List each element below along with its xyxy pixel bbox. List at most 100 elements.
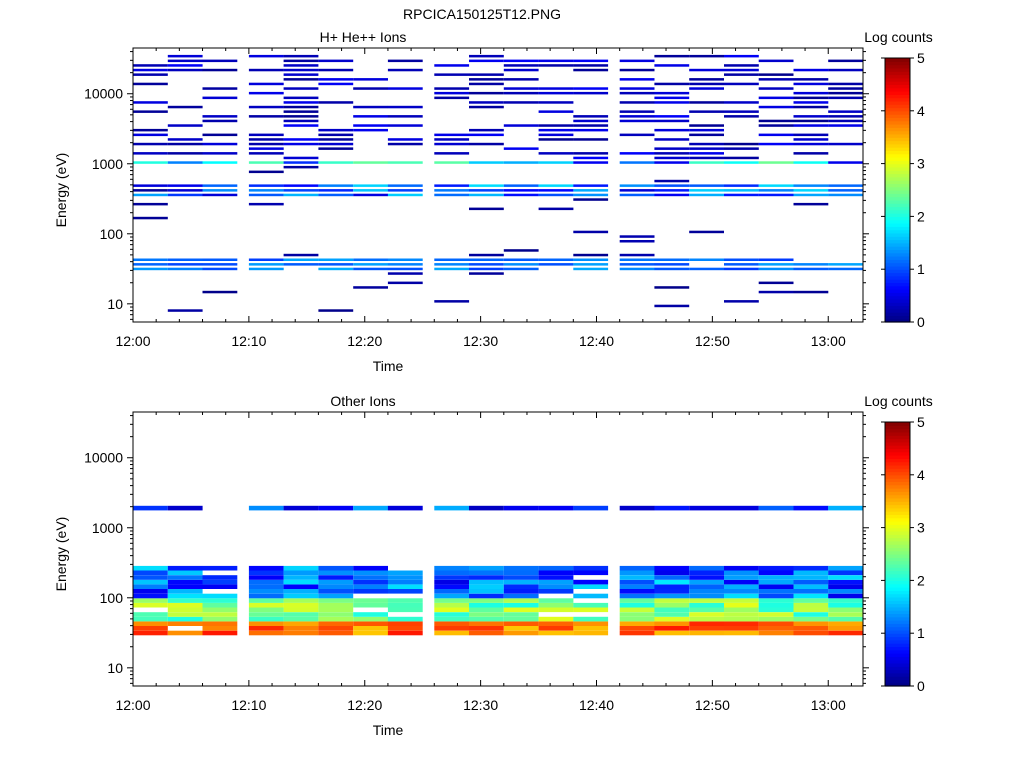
colorbar-tick-label: 5 [917,50,925,66]
colorbar-step [885,242,910,247]
heatmap-cell [167,193,203,197]
heatmap-cell [167,602,203,608]
heatmap-cell [283,565,319,571]
colorbar-step [885,577,910,581]
heatmap-cell [573,161,609,164]
heatmap-cell [133,505,168,511]
heatmap-cell [283,156,319,160]
colorbar-step [885,435,910,440]
heatmap-cell [434,565,470,571]
colorbar-step [885,107,910,112]
heatmap-cell [758,290,794,294]
colorbar-step [885,216,910,221]
heatmap-cell [469,630,504,636]
colorbar-step [885,58,910,62]
heatmap-cell [573,87,609,90]
colorbar-step [885,468,910,473]
heatmap-cell [654,304,690,308]
heatmap-cell [828,612,863,617]
heatmap-cell [133,142,168,146]
heatmap-cell [248,612,284,617]
heatmap-cell [387,272,423,275]
colorbar-step [885,679,910,684]
heatmap-cell [248,152,284,155]
heatmap-cell [538,598,574,603]
colorbar-label: Log counts [864,393,933,409]
heatmap-cell [503,593,539,599]
heatmap-cell [758,505,794,511]
heatmap-cell [689,630,724,636]
colorbar-step [885,514,910,519]
heatmap-cell [318,579,354,585]
heatmap-cell [283,110,319,113]
heatmap-cell [724,589,759,594]
heatmap-cell [283,161,319,164]
heatmap-cell [724,68,759,72]
colorbar-tick-label: 0 [917,314,925,330]
heatmap-cell [654,263,690,266]
heatmap-cell [793,91,829,95]
heatmap-cell [654,565,690,571]
colorbar-step [885,206,910,211]
heatmap-cell [387,598,423,603]
heatmap-cell [538,258,574,261]
heatmap-cell [538,616,574,622]
heatmap-cell [828,505,863,511]
heatmap-cell [538,589,574,594]
colorbar-step [885,279,910,283]
heatmap-cell [689,87,724,90]
heatmap-cell [167,612,203,617]
heatmap-cell [469,73,504,76]
heatmap-cell [538,64,574,67]
heatmap-cell [318,82,354,86]
heatmap-cell [202,630,238,636]
heatmap-cell [654,115,690,118]
heatmap-cell [133,630,168,636]
heatmap-cell [202,575,238,580]
heatmap-cell [793,133,829,137]
heatmap-cell [724,189,759,192]
heatmap-cell [573,505,609,511]
heatmap-cell [689,565,724,571]
heatmap-cell [248,589,284,594]
heatmap-cell [283,607,319,613]
heatmap-cell [573,138,609,141]
heatmap-cell [793,124,829,127]
heatmap-cell [283,253,319,257]
heatmap-cell [133,128,168,132]
colorbar-step [885,547,910,552]
colorbar-step [885,133,910,138]
heatmap-cell [758,119,794,123]
colorbar-step [885,209,910,214]
heatmap-cell [503,258,539,261]
heatmap-cell [353,579,388,585]
heatmap-cell [248,258,284,261]
heatmap-cell [619,589,655,594]
heatmap-cell [654,258,690,261]
colorbar-step [885,534,910,539]
heatmap-cell [724,616,759,622]
heatmap-cell [538,565,574,571]
heatmap-cell [828,593,863,599]
heatmap-cell [689,110,724,113]
heatmap-cell [654,147,690,150]
heatmap-cell [353,616,388,622]
heatmap-cell [248,138,284,141]
heatmap-cell [469,272,504,275]
heatmap-cell [654,621,690,626]
heatmap-cell [133,110,168,113]
heatmap-cell [503,602,539,608]
heatmap-cell [619,87,655,90]
colorbar-step [885,554,910,558]
heatmap-cell [434,584,470,589]
heatmap-cell [503,626,539,631]
heatmap-cell [689,78,724,81]
heatmap-cell [793,119,829,123]
heatmap-cell [434,152,470,155]
heatmap-cell [387,589,423,594]
colorbar-step [885,596,910,601]
colorbar-step [885,199,910,204]
heatmap-cell [283,621,319,626]
x-tick-label: 12:50 [695,697,730,713]
heatmap-cell [573,593,609,599]
